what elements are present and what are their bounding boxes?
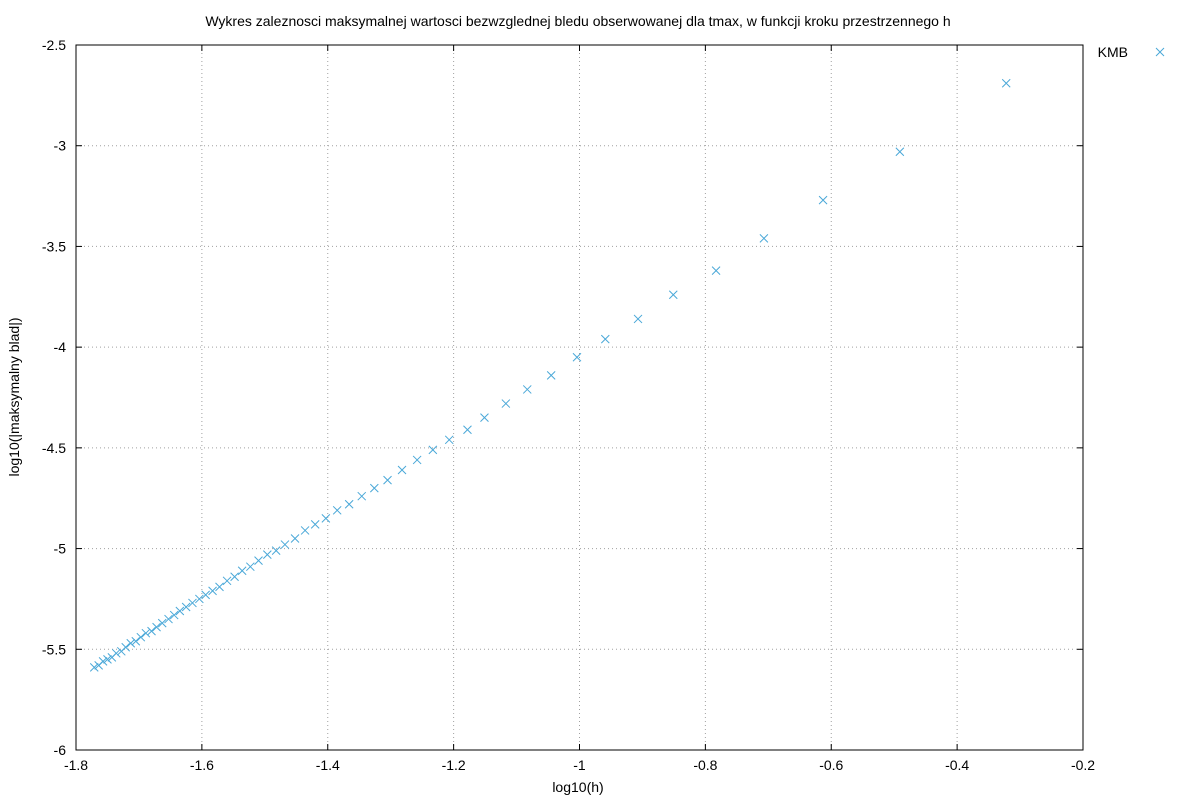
data-point bbox=[280, 540, 290, 549]
data-point bbox=[522, 385, 532, 394]
x-tick-label: -1.8 bbox=[64, 757, 88, 773]
plot-frame bbox=[75, 44, 1084, 751]
y-tick-label: -4.5 bbox=[42, 440, 66, 456]
x-tick-label: -1.4 bbox=[316, 757, 340, 773]
data-point bbox=[262, 550, 272, 559]
data-point bbox=[300, 526, 310, 535]
x-tick-label: -0.4 bbox=[945, 757, 969, 773]
y-tick-label: -5.5 bbox=[42, 641, 66, 657]
data-point bbox=[188, 598, 197, 608]
data-point bbox=[428, 445, 438, 455]
x-tick-label: -1.2 bbox=[442, 757, 466, 773]
data-point bbox=[215, 582, 224, 592]
data-point bbox=[633, 314, 643, 324]
x-tick-label: -0.2 bbox=[1071, 757, 1095, 773]
legend: KMB bbox=[1098, 44, 1165, 60]
data-point bbox=[332, 505, 342, 515]
data-point bbox=[245, 562, 255, 572]
data-point bbox=[600, 334, 610, 344]
data-point bbox=[175, 606, 185, 616]
data-point bbox=[546, 370, 556, 380]
data-point bbox=[254, 556, 263, 566]
data-point bbox=[344, 499, 354, 509]
data-point bbox=[321, 514, 331, 523]
data-point bbox=[208, 586, 217, 596]
data-point bbox=[152, 622, 161, 632]
data-point bbox=[310, 520, 320, 529]
data-point bbox=[131, 636, 141, 646]
data-point bbox=[94, 661, 104, 670]
data-point bbox=[107, 652, 117, 662]
x-tick-label: -0.8 bbox=[693, 757, 717, 773]
data-point bbox=[141, 628, 151, 638]
data-point bbox=[501, 399, 511, 408]
data-point bbox=[164, 614, 173, 624]
legend-marker-cross bbox=[1155, 47, 1165, 57]
data-point bbox=[201, 590, 211, 600]
data-point bbox=[463, 425, 472, 435]
data-points bbox=[89, 78, 1011, 672]
data-point bbox=[290, 534, 300, 543]
data-point bbox=[668, 290, 678, 300]
grid bbox=[76, 45, 1083, 750]
data-point bbox=[271, 546, 281, 555]
y-tick-label: -4 bbox=[54, 339, 67, 355]
chart-title: Wykres zaleznosci maksymalnej wartosci b… bbox=[205, 13, 950, 29]
data-point bbox=[157, 618, 167, 628]
legend-marker bbox=[1155, 47, 1165, 57]
data-point bbox=[412, 455, 422, 465]
data-point bbox=[357, 491, 367, 501]
data-point bbox=[116, 646, 126, 656]
data-point bbox=[397, 465, 407, 475]
data-point bbox=[895, 147, 905, 157]
x-tick-label: -1 bbox=[573, 757, 586, 773]
y-tick-label: -2.5 bbox=[42, 37, 66, 53]
legend-label: KMB bbox=[1098, 44, 1128, 60]
data-point bbox=[230, 572, 239, 582]
data-point bbox=[195, 594, 204, 604]
data-point bbox=[1001, 78, 1011, 88]
y-tick-label: -5 bbox=[54, 541, 67, 557]
data-point bbox=[103, 655, 112, 664]
data-point bbox=[89, 663, 99, 672]
data-point bbox=[181, 602, 191, 612]
y-tick-label: -3 bbox=[54, 138, 67, 154]
data-point bbox=[759, 234, 769, 243]
data-point bbox=[147, 626, 156, 636]
data-point bbox=[136, 632, 146, 642]
data-point bbox=[237, 566, 247, 576]
x-tick-label: -0.6 bbox=[819, 757, 843, 773]
data-point bbox=[126, 638, 136, 648]
x-tick-label: -1.6 bbox=[190, 757, 214, 773]
data-point bbox=[818, 195, 828, 205]
y-tick-label: -3.5 bbox=[42, 238, 66, 254]
y-axis-label: log10(|maksymalny blad|) bbox=[6, 317, 22, 476]
y-tick-label: -6 bbox=[54, 742, 67, 758]
data-point bbox=[383, 475, 392, 485]
data-point bbox=[711, 266, 721, 275]
data-point bbox=[222, 576, 232, 586]
data-point bbox=[369, 483, 379, 493]
data-point bbox=[444, 435, 454, 445]
x-axis-label: log10(h) bbox=[552, 779, 603, 795]
data-point bbox=[169, 610, 179, 620]
axis-ticks: -1.8 -1.6 -1.4 -1.2 -1 -0.8 -0.6 -0.4 -0.2 -2.5 -3… bbox=[42, 37, 1095, 773]
data-point bbox=[572, 352, 582, 362]
data-point bbox=[480, 413, 489, 422]
